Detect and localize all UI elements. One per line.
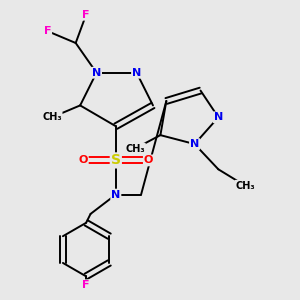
Text: S: S <box>111 153 121 167</box>
Text: CH₃: CH₃ <box>235 181 255 191</box>
Text: N: N <box>190 139 199 149</box>
Text: N: N <box>132 68 141 78</box>
Text: N: N <box>111 190 120 200</box>
Text: CH₃: CH₃ <box>125 143 145 154</box>
Text: O: O <box>78 155 88 165</box>
Text: O: O <box>144 155 153 165</box>
Text: F: F <box>44 26 51 36</box>
Text: F: F <box>82 10 90 20</box>
Text: N: N <box>214 112 223 122</box>
Text: CH₃: CH₃ <box>42 112 62 122</box>
Text: F: F <box>82 280 90 290</box>
Text: N: N <box>92 68 101 78</box>
